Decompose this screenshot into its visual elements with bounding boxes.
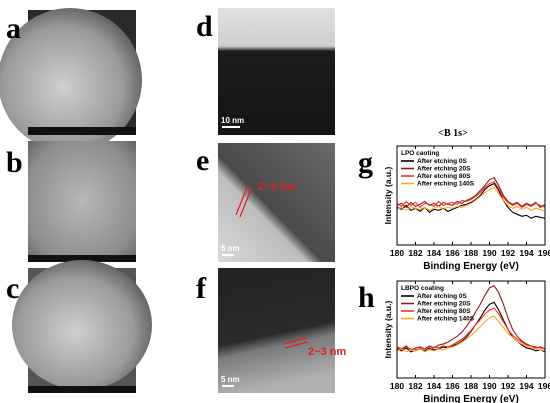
series-line xyxy=(396,176,546,209)
thickness-marker xyxy=(239,186,253,218)
sem-particle xyxy=(0,8,142,152)
y-axis-label: Intensity (a.u.) xyxy=(383,167,393,225)
x-tick-label: 192 xyxy=(501,248,515,258)
sem-particle xyxy=(12,260,152,390)
x-tick-label: 186 xyxy=(445,381,459,391)
series-line xyxy=(396,285,546,351)
x-tick-label: 182 xyxy=(408,381,422,391)
info-bar xyxy=(28,386,136,393)
x-tick-label: 196 xyxy=(538,381,550,391)
x-tick-label: 184 xyxy=(427,381,441,391)
x-tick-label: 180 xyxy=(390,381,404,391)
series-line xyxy=(396,315,546,353)
x-tick-label: 194 xyxy=(519,381,533,391)
series-line xyxy=(396,307,546,352)
panel-label: c xyxy=(6,272,19,305)
tem-image xyxy=(218,8,335,135)
x-tick-label: 184 xyxy=(427,248,441,258)
info-bar xyxy=(28,255,136,262)
legend-title: LBPO coating xyxy=(401,285,444,292)
legend-label: After etching 80S xyxy=(417,308,471,315)
x-tick-label: 190 xyxy=(482,381,496,391)
thickness-marker xyxy=(284,341,308,349)
panel-label: a xyxy=(6,12,21,45)
legend-label: After etching 0S xyxy=(417,293,468,300)
sem-image xyxy=(28,141,136,262)
series-line xyxy=(396,182,546,219)
x-tick-label: 180 xyxy=(390,248,404,258)
thickness-marker xyxy=(235,184,249,216)
annotation: 2~3 nm xyxy=(308,346,346,358)
legend-label: After etching 20S xyxy=(417,301,471,308)
panel-label: e xyxy=(196,144,209,177)
x-tick-label: 188 xyxy=(464,248,478,258)
panel-label: d xyxy=(196,10,213,43)
x-tick-label: 182 xyxy=(408,248,422,258)
y-axis-label: Intensity (a.u.) xyxy=(383,301,393,359)
annotation: 2~3 nm xyxy=(258,181,296,193)
info-bar xyxy=(28,127,136,135)
x-tick-label: 196 xyxy=(538,248,550,258)
x-tick-label: 194 xyxy=(519,248,533,258)
scale-bar-label: 5 nm xyxy=(221,375,240,384)
series-line xyxy=(396,186,546,212)
x-axis-label: Binding Energy (eV) xyxy=(423,261,519,272)
panel-label: h xyxy=(358,281,375,314)
series-line xyxy=(396,180,546,209)
legend-title: LPO caoting xyxy=(401,150,439,157)
legend-label: After etching 80S xyxy=(417,173,471,180)
legend-label: After etching 140S xyxy=(417,181,475,188)
x-tick-label: 188 xyxy=(464,381,478,391)
x-tick-label: 190 xyxy=(482,248,496,258)
figure-heading: <B 1s> xyxy=(438,128,468,139)
panel-label: g xyxy=(358,146,373,179)
scale-bar-label: 10 nm xyxy=(221,116,244,125)
x-tick-label: 192 xyxy=(501,381,515,391)
panel-label: b xyxy=(6,146,23,179)
legend-label: After etching 20S xyxy=(417,166,471,173)
tem-image xyxy=(218,143,335,262)
thickness-marker xyxy=(283,337,307,345)
scale-bar-label: 5 nm xyxy=(221,244,240,253)
x-tick-label: 186 xyxy=(445,248,459,258)
tem-image xyxy=(218,268,335,393)
x-axis-label: Binding Energy (eV) xyxy=(423,394,519,403)
legend-label: After etching 140S xyxy=(417,316,475,323)
legend-label: After etching 0S xyxy=(417,158,468,165)
panel-label: f xyxy=(196,272,207,305)
